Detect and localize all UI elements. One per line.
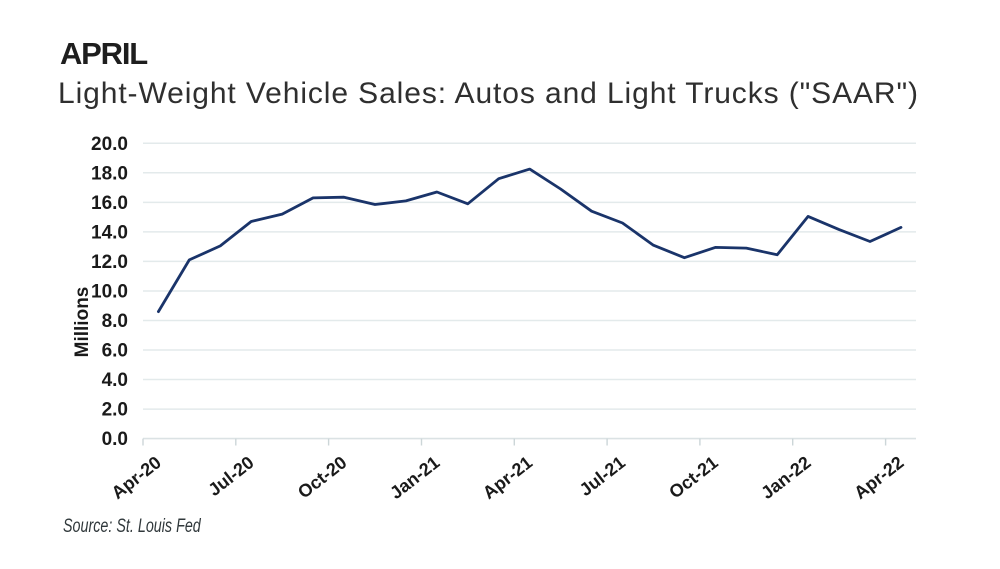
svg-text:6.0: 6.0: [102, 341, 128, 362]
svg-text:0.0: 0.0: [102, 429, 128, 450]
svg-text:Jan-21: Jan-21: [386, 452, 443, 503]
svg-text:20.0: 20.0: [91, 134, 128, 155]
svg-text:12.0: 12.0: [91, 252, 128, 273]
svg-text:14.0: 14.0: [91, 223, 128, 244]
svg-text:2.0: 2.0: [102, 400, 128, 421]
svg-text:16.0: 16.0: [91, 193, 128, 214]
svg-text:Oct-20: Oct-20: [294, 452, 350, 502]
svg-text:Apr-22: Apr-22: [850, 452, 907, 503]
svg-text:Jul-20: Jul-20: [204, 452, 257, 500]
svg-text:18.0: 18.0: [91, 163, 128, 184]
svg-text:Apr-20: Apr-20: [108, 452, 165, 503]
svg-text:4.0: 4.0: [102, 370, 128, 391]
svg-text:Millions: Millions: [72, 287, 93, 358]
svg-text:Oct-21: Oct-21: [665, 452, 721, 502]
svg-text:Jul-21: Jul-21: [576, 452, 629, 500]
svg-text:Jan-22: Jan-22: [757, 452, 814, 503]
svg-text:Apr-21: Apr-21: [479, 452, 536, 503]
svg-text:8.0: 8.0: [102, 311, 128, 332]
svg-text:10.0: 10.0: [91, 282, 128, 303]
